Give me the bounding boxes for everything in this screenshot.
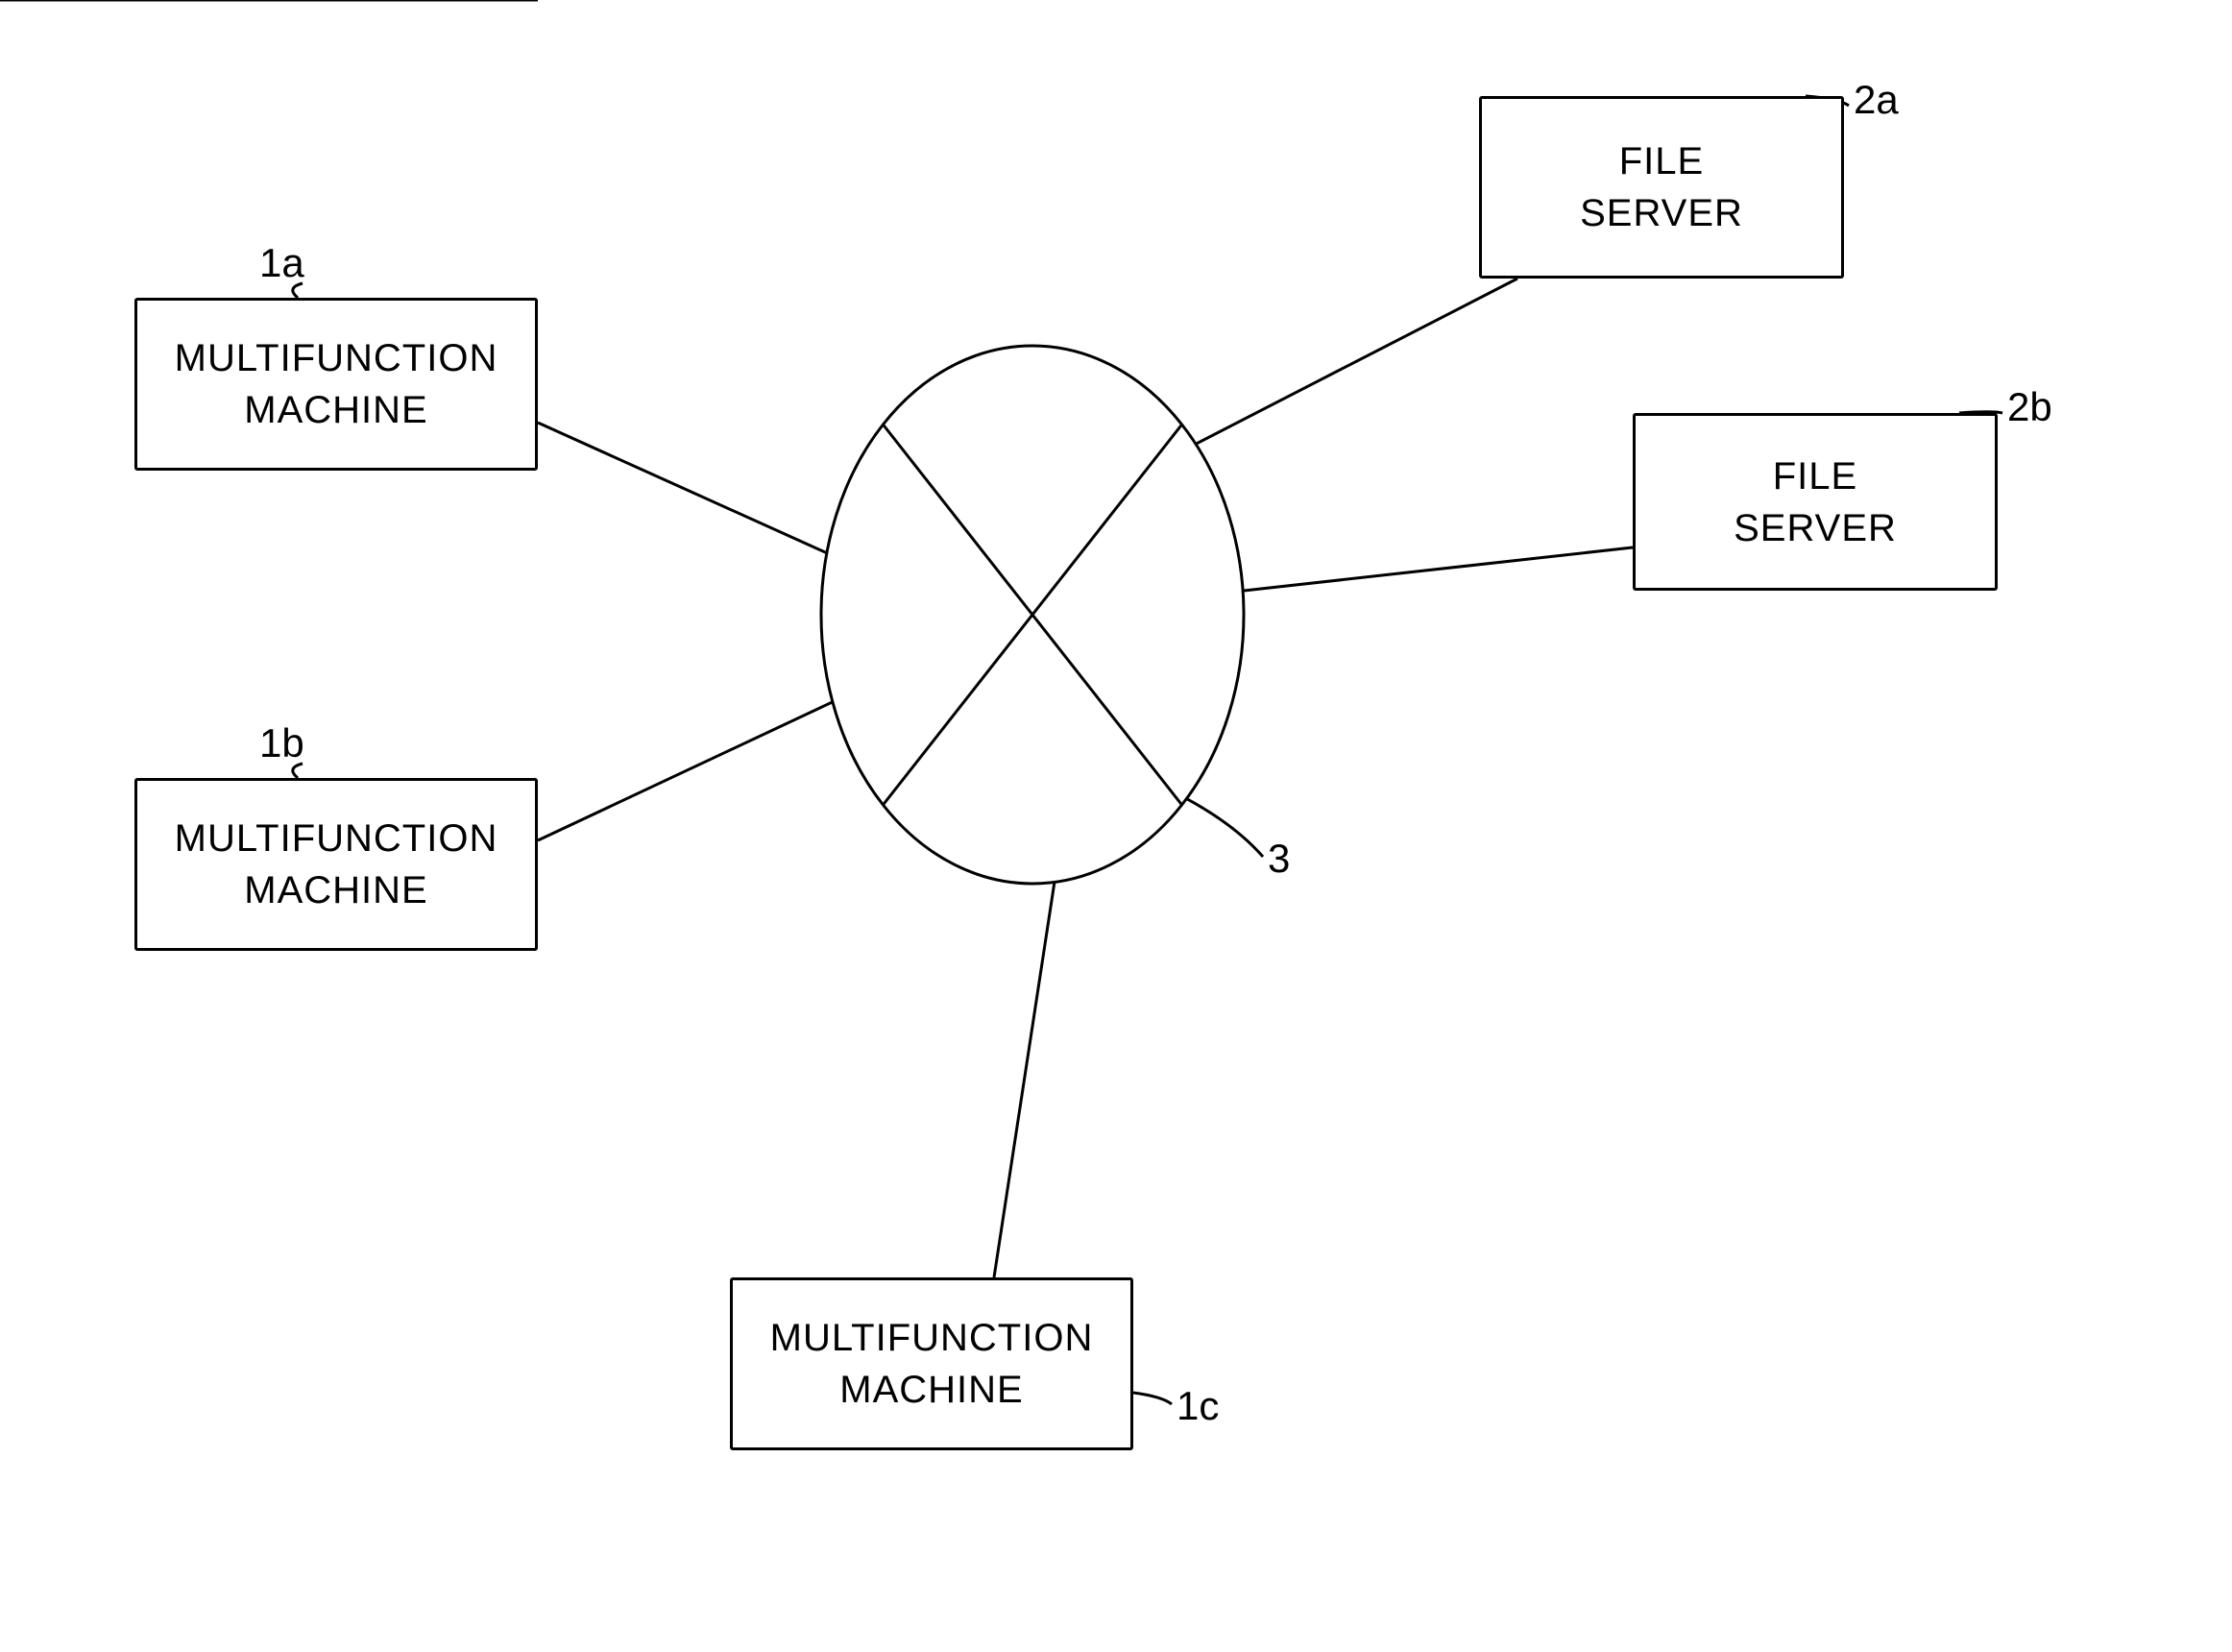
edge-line bbox=[1181, 279, 1517, 451]
node-label-line2: MACHINE bbox=[839, 1369, 1023, 1411]
edge-line bbox=[1244, 547, 1633, 591]
multifunction-machine-c: MULTIFUNCTION MACHINE bbox=[730, 1277, 1133, 1450]
multifunction-machine-b: MULTIFUNCTION MACHINE bbox=[134, 778, 538, 951]
ref-label-1b: 1b bbox=[259, 720, 304, 766]
multifunction-machine-a: MULTIFUNCTION MACHINE bbox=[134, 298, 538, 471]
edge-line bbox=[538, 423, 853, 565]
file-server-a: FILE SERVER bbox=[1479, 96, 1844, 279]
ref-label-2b: 2b bbox=[2007, 384, 2052, 430]
node-label-line2: MACHINE bbox=[244, 869, 427, 911]
node-label-line1: FILE bbox=[1619, 140, 1704, 182]
node-label-line1: MULTIFUNCTION bbox=[770, 1317, 1094, 1359]
ref-label-1a: 1a bbox=[259, 240, 304, 286]
node-label-line2: SERVER bbox=[1580, 192, 1743, 234]
leader-line bbox=[1133, 1393, 1172, 1404]
edge-line bbox=[994, 882, 1055, 1277]
network-diagram: MULTIFUNCTION MACHINE MULTIFUNCTION MACH… bbox=[0, 0, 2232, 1652]
node-label-line1: MULTIFUNCTION bbox=[175, 337, 498, 379]
edge-line bbox=[538, 692, 855, 840]
ref-label-2a: 2a bbox=[1854, 77, 1899, 123]
node-label-line1: FILE bbox=[1773, 455, 1857, 498]
node-label-line2: SERVER bbox=[1734, 507, 1897, 549]
ref-label-1c: 1c bbox=[1177, 1383, 1219, 1429]
ref-label-3: 3 bbox=[1268, 836, 1290, 882]
node-label-line1: MULTIFUNCTION bbox=[175, 817, 498, 860]
file-server-b: FILE SERVER bbox=[1633, 413, 1998, 591]
node-label-line2: MACHINE bbox=[244, 389, 427, 431]
leader-line bbox=[1184, 797, 1263, 857]
